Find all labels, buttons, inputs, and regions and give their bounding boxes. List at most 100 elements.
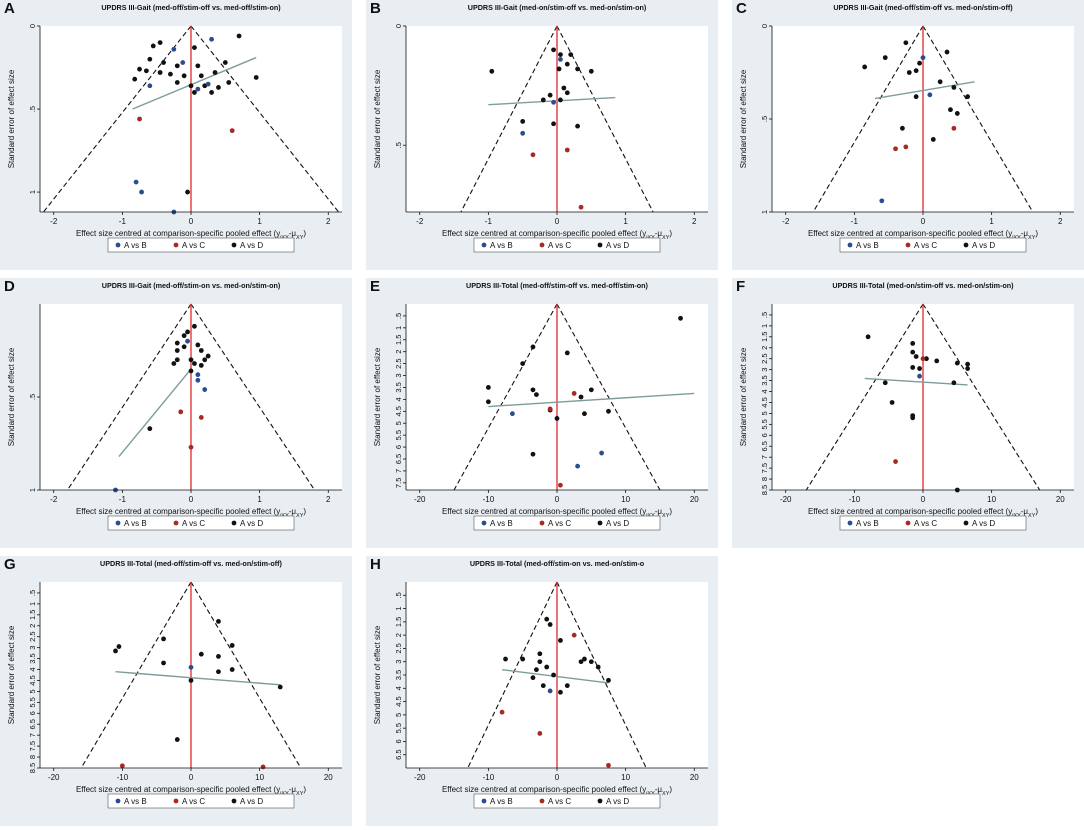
y-tick-label: 5 xyxy=(28,689,37,693)
data-point-b xyxy=(205,81,211,87)
y-axis-label: Standard error of effect size xyxy=(7,347,16,446)
x-tick-label: 0 xyxy=(555,217,560,226)
data-point-d xyxy=(965,366,971,371)
chart-title: UPDRS III-Gait (med-off/stim-on vs. med-… xyxy=(102,281,281,290)
data-point-b xyxy=(185,338,190,344)
chart-title: UPDRS III-Gait (med-on/stim-off vs. med-… xyxy=(468,3,647,12)
x-tick-label: 1 xyxy=(257,495,262,504)
data-point-b xyxy=(133,179,139,185)
data-point-d xyxy=(181,333,187,339)
data-point-d xyxy=(236,33,242,39)
y-tick-label: 4.5 xyxy=(28,675,37,685)
x-tick-label: 20 xyxy=(690,495,699,504)
y-tick-label: 5 xyxy=(394,421,403,425)
data-point-c xyxy=(260,764,266,770)
data-point-c xyxy=(137,116,142,122)
data-point-c xyxy=(903,144,909,150)
panel-f: F UPDRS III-Total (med-on/stim-off vs. me… xyxy=(732,278,1084,548)
data-point-b xyxy=(202,387,208,392)
legend-marker-b xyxy=(115,520,121,526)
data-point-d xyxy=(551,672,556,678)
data-point-d xyxy=(132,76,138,82)
legend-box xyxy=(473,237,661,253)
data-point-d xyxy=(913,354,919,359)
data-point-d xyxy=(520,656,526,662)
panel-letter: C xyxy=(736,0,747,17)
data-point-b xyxy=(520,130,526,136)
x-tick-label: -2 xyxy=(50,217,58,226)
data-point-d xyxy=(530,344,536,350)
data-point-b xyxy=(171,46,177,52)
legend-marker-d xyxy=(231,520,237,526)
data-point-d xyxy=(147,56,153,62)
legend-box xyxy=(839,515,1027,531)
x-tick-label: -20 xyxy=(48,773,60,782)
data-point-b xyxy=(509,411,515,417)
data-point-d xyxy=(116,644,122,649)
chart-title: UPDRS III-Total (med-on/stim-off vs. med… xyxy=(832,281,1014,290)
data-point-b xyxy=(139,189,144,195)
x-tick-label: -10 xyxy=(117,773,129,782)
data-point-d xyxy=(185,329,190,335)
funnel-right-line xyxy=(190,303,316,491)
data-point-d xyxy=(954,360,960,366)
data-point-b xyxy=(551,99,556,105)
data-point-d xyxy=(578,659,584,665)
funnel-left-line xyxy=(460,25,558,213)
data-point-b xyxy=(879,198,885,204)
y-tick-label: 7.5 xyxy=(760,463,769,473)
legend: A vs B A vs C A vs D xyxy=(839,237,1027,253)
y-tick-label: 8 xyxy=(760,477,769,481)
data-point-d xyxy=(930,137,936,142)
data-point-d xyxy=(900,125,905,131)
y-tick-label: 3 xyxy=(394,373,403,377)
legend-label-d: A vs D xyxy=(972,241,995,250)
y-tick-label: 3 xyxy=(394,660,403,664)
x-tick-label: 10 xyxy=(621,773,630,782)
y-tick-label: 4.5 xyxy=(394,406,403,416)
data-point-d xyxy=(202,357,208,363)
data-point-d xyxy=(161,60,166,65)
legend-label-c: A vs C xyxy=(182,241,205,250)
x-tick-label: -1 xyxy=(851,217,859,226)
panel-letter: A xyxy=(4,0,15,17)
data-point-d xyxy=(485,399,491,405)
y-tick-label: 1 xyxy=(760,324,769,328)
legend: A vs B A vs C A vs D xyxy=(107,237,295,253)
y-axis-label: Standard error of effect size xyxy=(373,625,382,724)
panel-letter: F xyxy=(736,278,746,295)
y-tick-label: 6 xyxy=(394,445,403,449)
legend-marker-c xyxy=(173,520,179,526)
legend-marker-b xyxy=(481,798,487,804)
data-point-d xyxy=(157,70,163,75)
data-point-d xyxy=(277,684,283,690)
y-tick-label: 1 xyxy=(760,210,769,214)
x-tick-label: 2 xyxy=(692,217,697,226)
data-point-b xyxy=(147,83,153,89)
y-tick-label: 5 xyxy=(760,411,769,415)
y-tick-label: 1 xyxy=(28,488,37,492)
legend-label-b: A vs B xyxy=(124,241,147,250)
data-point-d xyxy=(489,68,495,74)
data-point-d xyxy=(544,616,550,622)
legend-label-b: A vs B xyxy=(490,241,513,250)
legend-box xyxy=(107,793,295,809)
funnel-plot: UPDRS III-Gait (med-off/stim-off vs. med… xyxy=(739,3,1074,253)
data-point-d xyxy=(229,643,235,648)
y-tick-label: 6.5 xyxy=(394,749,403,759)
y-tick-label: 5.5 xyxy=(394,723,403,733)
data-point-d xyxy=(554,416,560,421)
data-point-b xyxy=(547,688,553,694)
x-tick-label: 20 xyxy=(1056,495,1065,504)
funnel-left-line xyxy=(80,581,192,769)
y-tick-label: 8 xyxy=(28,755,37,759)
data-point-c xyxy=(564,147,570,153)
data-point-d xyxy=(174,340,180,346)
legend-box xyxy=(107,515,295,531)
data-point-b xyxy=(180,60,186,65)
panel-c: C UPDRS III-Gait (med-off/stim-off vs. me… xyxy=(732,0,1084,270)
funnel-plot: UPDRS III-Gait (med-on/stim-off vs. med-… xyxy=(373,3,708,253)
legend-box xyxy=(473,793,661,809)
y-tick-label: 6 xyxy=(394,739,403,743)
y-tick-label: 1 xyxy=(394,326,403,330)
